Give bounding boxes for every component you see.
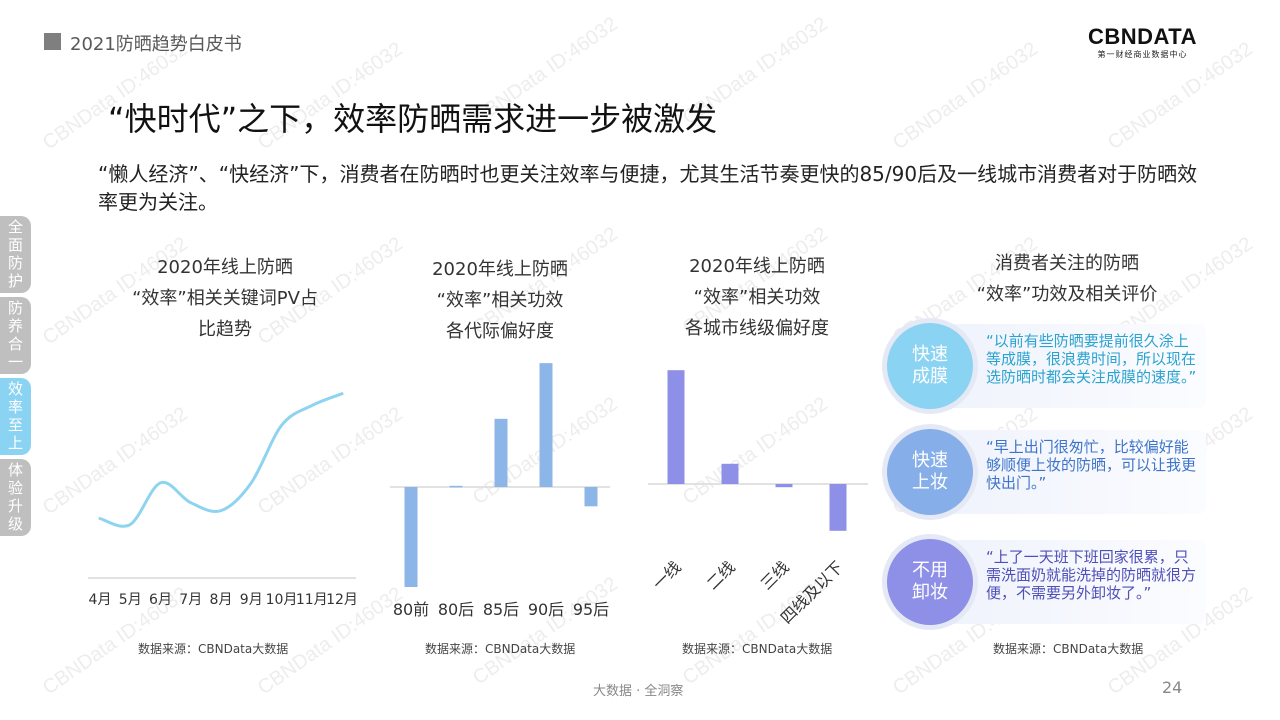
chart2-tick-label: 85后 — [483, 600, 519, 619]
evaluation-circle-badge: 不用 卸妆 — [882, 534, 978, 630]
evaluation-title-line: 消费者关注的防晒 — [995, 253, 1139, 274]
evaluation-label-line: 快速 — [912, 344, 948, 365]
footer-slogan: 大数据 · 全洞察 — [593, 684, 684, 699]
sidenav-item[interactable]: 体验升级 — [0, 459, 31, 536]
chart3-title: 2020年线上防晒 “效率”相关功效 各城市线级偏好度 — [642, 251, 872, 344]
evaluation-label-line: 不用 — [912, 560, 948, 581]
chart2-title-line: “效率”相关功效 — [436, 290, 564, 311]
chart2-bar — [449, 485, 463, 488]
evaluation-label: 快速 成膜 — [910, 344, 950, 388]
chart1-title-line: 2020年线上防晒 — [157, 257, 293, 278]
header-square-icon — [44, 33, 61, 50]
chart1-tick-label: 9月 — [240, 592, 263, 608]
chart2-title-line: 2020年线上防晒 — [432, 259, 568, 280]
chart2-source: 数据来源：CBNData大数据 — [425, 642, 576, 656]
chart1-source: 数据来源：CBNData大数据 — [138, 642, 289, 656]
evaluation-label-line: 上妆 — [912, 472, 948, 493]
chart2-title-line: 各代际偏好度 — [446, 321, 554, 342]
chart2-bar — [494, 418, 508, 487]
evaluation-label-line: 卸妆 — [912, 582, 948, 603]
evaluation-circle-badge: 快速 上妆 — [882, 424, 978, 520]
chart2-bar — [539, 363, 553, 487]
evaluation-circle-badge: 快速 成膜 — [882, 318, 978, 414]
chart1-tick-label: 8月 — [210, 592, 233, 608]
chart1-tick-label: 6月 — [149, 592, 172, 608]
chart2-bar — [404, 487, 418, 587]
chart2-tick-label: 80后 — [438, 600, 474, 619]
chart2-bar-chart: 80前 80后 85后 90后 95后 — [390, 363, 610, 619]
evaluation-quote: “早上出门很匆忙，比较偏好能够顺便上妆的防晒，可以让我更快出门。” — [986, 438, 1197, 492]
chart1-title: 2020年线上防晒 “效率”相关关键词PV占 比趋势 — [110, 252, 340, 345]
chart1-tick-label: 5月 — [119, 592, 142, 608]
chart2-bar — [584, 487, 598, 507]
chart3-title-line: 2020年线上防晒 — [689, 256, 825, 277]
evaluation-item: 不用 卸妆 “上了一天班下班回家很累，只需洗面奶就能洗掉的防晒就很方便，不需要另外卸… — [882, 534, 1206, 630]
chart3-tick-label: 一线 — [649, 557, 685, 593]
evaluation-title: 消费者关注的防晒 “效率”功效及相关评价 — [952, 248, 1182, 310]
page-title: “快时代”之下，效率防晒需求进一步被激发 — [108, 100, 718, 138]
chart2-title: 2020年线上防晒 “效率”相关功效 各代际偏好度 — [385, 254, 615, 347]
watermark-text: CBNData ID:46032 — [888, 37, 1042, 155]
evaluation-quote: “上了一天班下班回家很累，只需洗面奶就能洗掉的防晒就很方便，不需要另外卸妆了。” — [986, 548, 1197, 602]
page-number: 24 — [1162, 678, 1183, 697]
chart3-title-line: “效率”相关功效 — [693, 287, 821, 308]
evaluation-item: 快速 成膜 “以前有些防晒要提前很久涂上等成膜，很浪费时间，所以现在选防晒时都会关注… — [882, 318, 1206, 414]
chart1-title-line: 比趋势 — [198, 319, 252, 340]
report-name: 2021防晒趋势白皮书 — [70, 34, 242, 55]
evaluation-label: 不用 卸妆 — [910, 560, 950, 604]
chart1-tick-label: 11月 — [296, 592, 328, 608]
chart3-bar — [667, 370, 685, 484]
logo-sub-text: 第一财经商业数据中心 — [1097, 50, 1188, 59]
chart3-tick-label: 三线 — [757, 557, 793, 593]
chart3-bar — [721, 463, 739, 484]
evaluation-quote: “以前有些防晒要提前很久涂上等成膜，很浪费时间，所以现在选防晒时都会关注成膜的速… — [986, 332, 1197, 386]
evaluation-label: 快速 上妆 — [910, 450, 950, 494]
chart2-tick-label: 95后 — [573, 600, 609, 619]
chart1-series-line — [98, 392, 344, 528]
sidenav-item[interactable]: 效率至上 — [0, 378, 31, 455]
chart1-tick-label: 4月 — [89, 592, 112, 608]
evaluation-label-line: 成膜 — [912, 366, 948, 387]
chart1-tick-label: 12月 — [326, 592, 358, 608]
sidenav-item[interactable]: 全面防护 — [0, 216, 31, 293]
chart1-tick-label: 7月 — [179, 592, 202, 608]
cbndata-logo: CBNDATA 第一财经商业数据中心 — [1088, 24, 1197, 60]
logo-main-text: CBNDATA — [1088, 24, 1197, 49]
chart2-tick-label: 90后 — [528, 600, 564, 619]
chart1-tick-label: 10月 — [266, 592, 298, 608]
sidenav-item[interactable]: 防养合一 — [0, 297, 31, 374]
page-subtitle: “懒人经济”、“快经济”下，消费者在防晒时也更关注效率与便捷，尤其生活节奏更快的… — [98, 162, 1198, 214]
side-navigation: 全面防护防养合一效率至上体验升级 — [0, 216, 31, 540]
chart1-title-line: “效率”相关关键词PV占 — [132, 288, 318, 309]
evaluation-label-line: 快速 — [912, 450, 948, 471]
chart3-bar — [775, 484, 793, 488]
chart3-bar — [829, 484, 847, 531]
evaluation-title-line: “效率”功效及相关评价 — [976, 284, 1158, 305]
evaluation-item: 快速 上妆 “早上出门很匆忙，比较偏好能够顺便上妆的防晒，可以让我更快出门。” — [882, 424, 1206, 520]
chart3-title-line: 各城市线级偏好度 — [685, 318, 829, 339]
chart3-tick-label: 二线 — [703, 557, 739, 593]
evaluation-source: 数据来源：CBNData大数据 — [993, 642, 1144, 656]
chart2-tick-label: 80前 — [393, 600, 429, 619]
chart3-source: 数据来源：CBNData大数据 — [682, 642, 833, 656]
